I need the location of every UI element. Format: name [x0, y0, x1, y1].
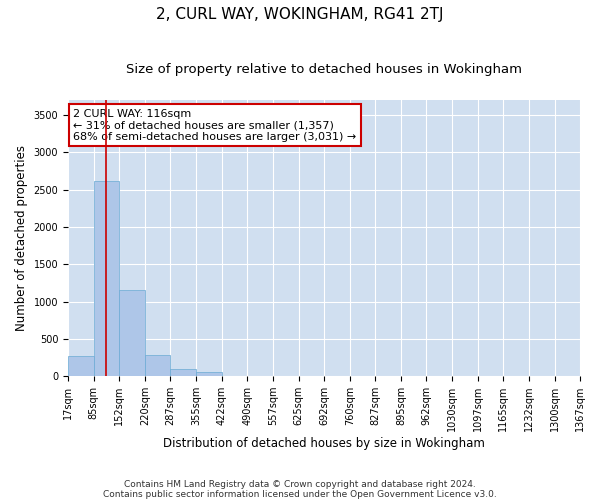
Bar — [68, 356, 94, 376]
Title: Size of property relative to detached houses in Wokingham: Size of property relative to detached ho… — [126, 62, 522, 76]
Bar — [119, 290, 145, 376]
Text: Contains HM Land Registry data © Crown copyright and database right 2024.
Contai: Contains HM Land Registry data © Crown c… — [103, 480, 497, 499]
Bar — [170, 369, 196, 376]
Text: 2 CURL WAY: 116sqm
← 31% of detached houses are smaller (1,357)
68% of semi-deta: 2 CURL WAY: 116sqm ← 31% of detached hou… — [73, 108, 356, 142]
Bar — [196, 372, 221, 376]
X-axis label: Distribution of detached houses by size in Wokingham: Distribution of detached houses by size … — [163, 437, 485, 450]
Bar — [145, 356, 170, 376]
Bar — [94, 181, 119, 376]
Y-axis label: Number of detached properties: Number of detached properties — [15, 145, 28, 331]
Text: 2, CURL WAY, WOKINGHAM, RG41 2TJ: 2, CURL WAY, WOKINGHAM, RG41 2TJ — [156, 8, 444, 22]
